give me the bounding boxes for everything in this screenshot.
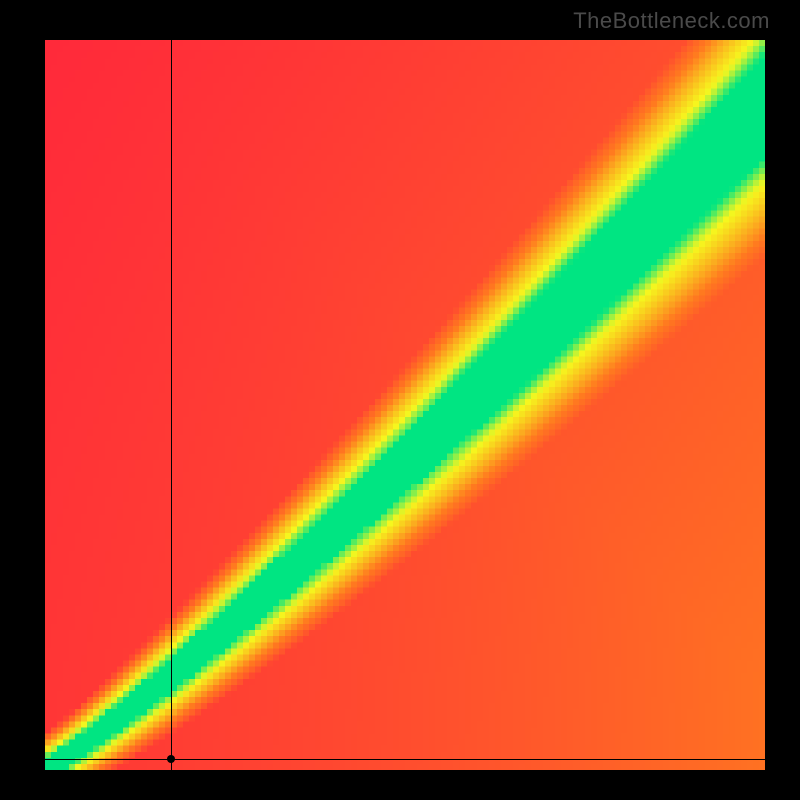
crosshair-vertical [171, 40, 172, 770]
crosshair-horizontal [45, 759, 765, 760]
bottleneck-heatmap [45, 40, 765, 770]
chart-container: TheBottleneck.com [0, 0, 800, 800]
watermark-text: TheBottleneck.com [573, 8, 770, 34]
crosshair-point [167, 755, 175, 763]
